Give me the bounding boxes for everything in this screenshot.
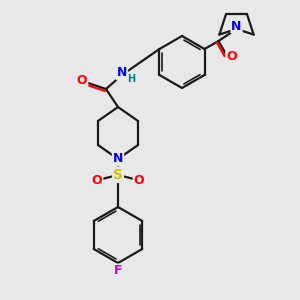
Text: O: O: [92, 175, 102, 188]
Text: N: N: [231, 20, 242, 32]
Text: O: O: [226, 50, 237, 64]
Text: F: F: [114, 265, 122, 278]
Text: O: O: [77, 74, 87, 88]
Text: S: S: [113, 168, 123, 182]
Text: N: N: [113, 152, 123, 166]
Text: H: H: [127, 74, 135, 84]
Text: O: O: [134, 175, 144, 188]
Text: N: N: [117, 67, 127, 80]
